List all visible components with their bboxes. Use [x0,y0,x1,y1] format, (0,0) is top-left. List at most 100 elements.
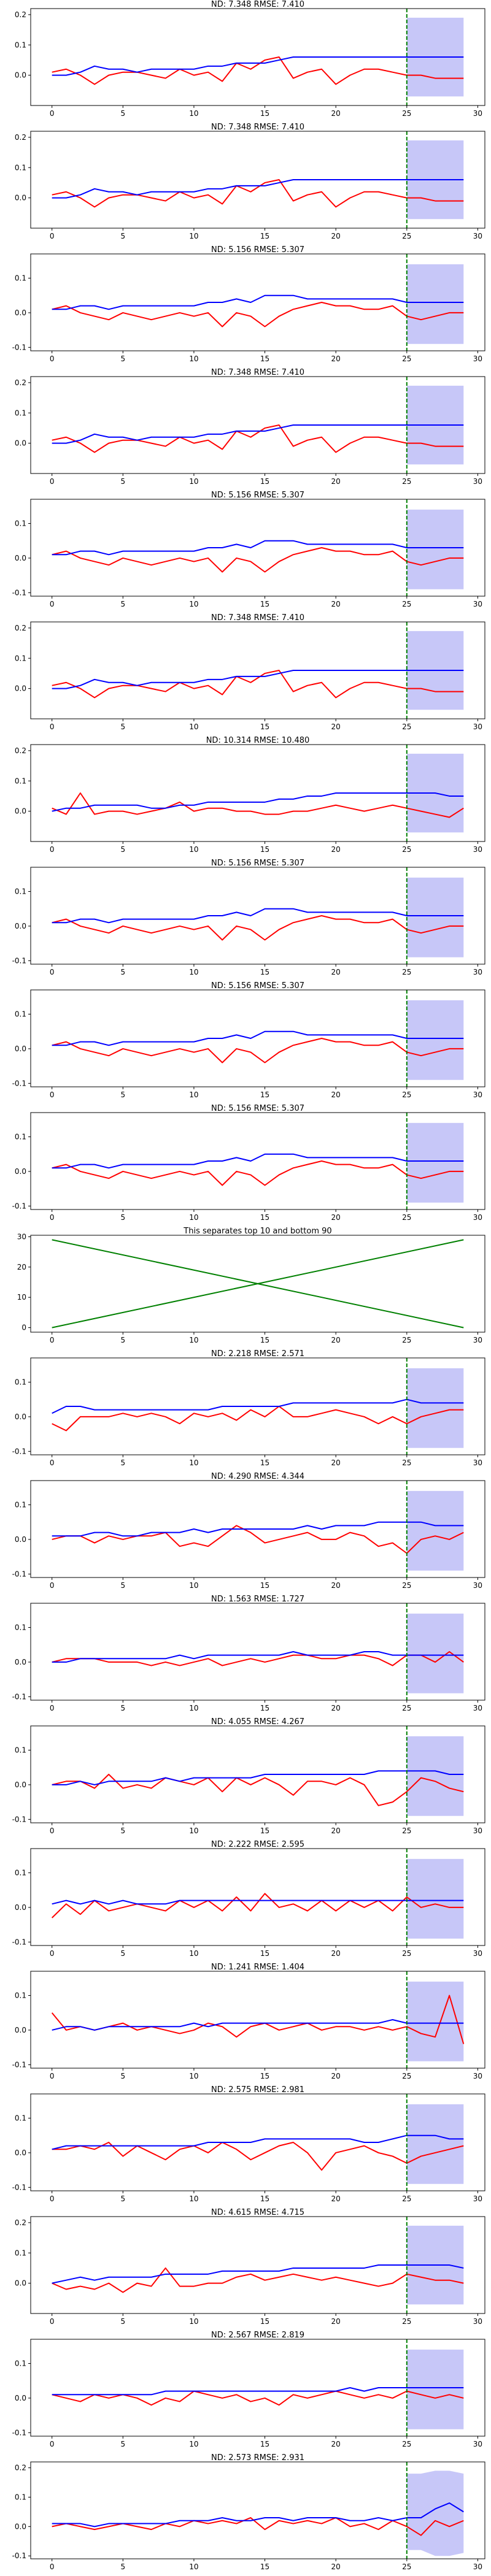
x-tick-label: 15 [260,2195,269,2203]
x-tick-label: 10 [189,1704,198,1712]
x-tick-label: 0 [50,1581,55,1590]
predicted-series-line [52,2134,464,2150]
y-tick-label: 10 [17,1293,26,1301]
actual-series-line [52,56,464,85]
chart-title: ND: 7.348 RMSE: 7.410 [211,613,304,623]
chart-panel-14: ND: 1.563 RMSE: 1.727 0 5 10 15 20 25 30 -0.1 0.0… [12,1595,485,1712]
chart-title: ND: 5.156 RMSE: 5.307 [211,1104,304,1113]
actual-series-line [52,2267,464,2293]
y-tick-label: 0.1 [15,1010,26,1019]
chart-panel-17: ND: 1.241 RMSE: 1.404 0 5 10 15 20 25 30 -0.1 0.0… [12,1963,485,2080]
x-tick-label: 20 [331,1336,341,1344]
x-tick-label: 10 [189,845,198,854]
x-tick-label: 5 [120,1949,125,1958]
x-tick-label: 0 [50,1459,55,1467]
x-tick-label: 30 [473,2195,482,2203]
actual-series-line [52,670,464,699]
x-tick-label: 25 [402,477,411,486]
y-tick-label: 0.2 [15,2464,26,2472]
x-tick-label: 20 [331,845,341,854]
x-tick-label: 25 [402,1213,411,1222]
predicted-series-line [52,424,464,444]
y-tick-label: 0.1 [15,1501,26,1509]
chart-panel-20: ND: 2.567 RMSE: 2.819 0 5 10 15 20 25 30 -0.1 0.0… [12,2331,485,2448]
predicted-series-line [52,294,464,310]
plot-frame [30,2093,485,2191]
y-tick-label: 0.1 [15,1378,26,1387]
plot-frame [30,1480,485,1578]
chart-panel-8: ND: 5.156 RMSE: 5.307 0 5 10 15 20 25 30 -0.1 0.0… [12,859,485,976]
x-tick-label: 25 [402,2440,411,2448]
x-tick-label: 20 [331,1459,341,1467]
x-tick-label: 15 [260,355,269,363]
x-tick-label: 20 [331,2440,341,2448]
plot-frame [30,131,485,229]
forecast-band [406,264,464,344]
actual-series-line [52,1406,464,1432]
chart-panel-4: ND: 7.348 RMSE: 7.410 0 5 10 15 20 25 30 0.0 0.1 0… [15,368,485,486]
x-tick-label: 5 [120,1213,125,1222]
x-tick-label: 25 [402,723,411,731]
y-tick-label: 0.1 [15,776,26,785]
chart-title: ND: 1.241 RMSE: 1.404 [211,1963,304,1972]
actual-series-line [52,915,464,941]
actual-series-line [52,792,464,818]
x-tick-label: 10 [189,2317,198,2326]
x-tick-label: 20 [331,2563,341,2571]
y-tick-label: 0.0 [15,1781,26,1789]
x-tick-label: 5 [120,232,125,240]
y-tick-label: 0.0 [15,554,26,562]
chart-title: This separates top 10 and bottom 90 [183,1227,331,1236]
y-tick-label: -0.1 [12,1079,26,1087]
chart-title: ND: 4.055 RMSE: 4.267 [211,1717,304,1727]
y-tick-label: 0.1 [15,2493,26,2501]
actual-series-line [52,1525,464,1554]
y-tick-label: -0.1 [12,2428,26,2437]
x-tick-label: 20 [331,1213,341,1222]
x-tick-label: 25 [402,109,411,118]
y-tick-label: 0.2 [15,746,26,755]
predicted-series-line [52,2264,464,2284]
forecast-band [406,509,464,589]
plot-frame [30,1235,485,1333]
x-tick-label: 30 [473,1091,482,1099]
predicted-series-line [52,1770,464,1785]
chart-title: ND: 7.348 RMSE: 7.410 [211,123,304,132]
predicted-series-line [52,2019,464,2031]
y-tick-label: 0.0 [15,922,26,930]
x-tick-label: 15 [260,1827,269,1835]
chart-panel-3: ND: 5.156 RMSE: 5.307 0 5 10 15 20 25 30 -0.1 0.0… [12,245,485,363]
x-tick-label: 15 [260,232,269,240]
x-tick-label: 0 [50,477,55,486]
x-tick-label: 10 [189,1949,198,1958]
y-tick-label: 0.0 [15,2279,26,2288]
x-tick-label: 20 [331,968,341,976]
chart-panel-7: ND: 10.314 RMSE: 10.480 0 5 10 15 20 25 30 0.0 0.… [15,736,485,854]
x-tick-label: 30 [473,2440,482,2448]
x-tick-label: 25 [402,1949,411,1958]
x-tick-label: 5 [120,109,125,118]
x-tick-label: 0 [50,2195,55,2203]
y-tick-label: -0.1 [12,343,26,351]
x-tick-label: 15 [260,1213,269,1222]
x-tick-label: 0 [50,2440,55,2448]
y-tick-label: 0.1 [15,1746,26,1755]
x-tick-label: 0 [50,232,55,240]
predicted-series-line [52,908,464,924]
y-tick-label: -0.1 [12,1570,26,1578]
y-tick-label: -0.1 [12,2551,26,2560]
y-tick-label: 30 [17,1232,26,1241]
actual-series-line [52,179,464,208]
x-tick-label: 15 [260,1949,269,1958]
y-tick-label: 0.0 [15,1658,26,1666]
x-tick-label: 20 [331,355,341,363]
x-tick-label: 25 [402,355,411,363]
x-tick-label: 25 [402,968,411,976]
x-tick-label: 20 [331,1827,341,1835]
x-tick-label: 30 [473,2072,482,2080]
chart-title: ND: 4.290 RMSE: 4.344 [211,1472,304,1481]
actual-series-line [52,1160,464,1186]
predicted-series-line [52,1153,464,1169]
x-tick-label: 0 [50,968,55,976]
x-tick-label: 30 [473,1213,482,1222]
